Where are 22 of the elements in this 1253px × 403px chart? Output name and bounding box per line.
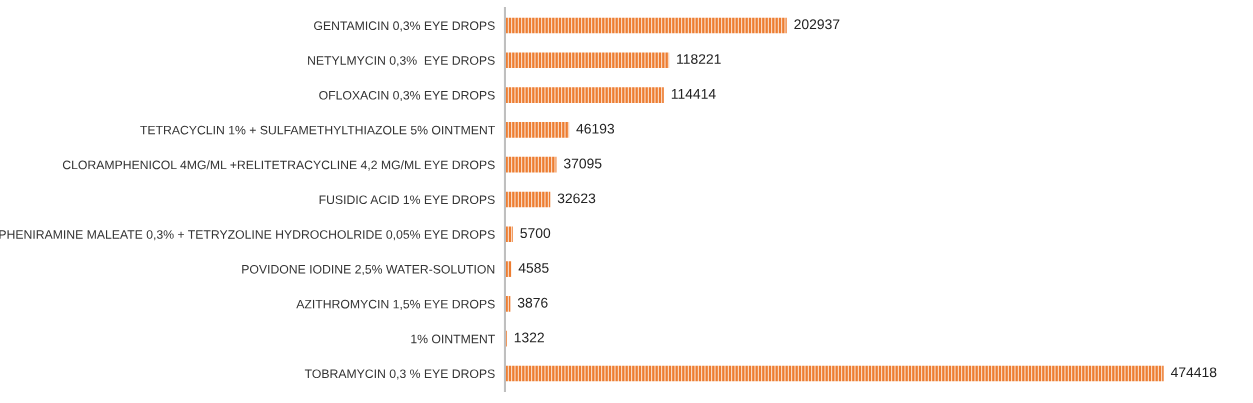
data-label: 114414 <box>671 89 716 99</box>
data-label: 118221 <box>677 54 721 64</box>
y-tick-label: POVIDONE IODINE 2,5% WATER-SOLUTION <box>242 264 495 276</box>
y-tick-label: NETYLMYCIN 0,3% EYE DROPS <box>308 56 495 67</box>
y-tick-label: 1% OINTMENT <box>411 334 495 344</box>
data-label: 32623 <box>557 193 596 204</box>
y-tick-label: AZITHROMYCIN 1,5% EYE DROPS <box>296 299 495 310</box>
y-tick-label: TETRACYCLIN 1% + SULFAMETHYLTHIAZOLE 5% OINTMENT <box>140 125 495 135</box>
y-tick-label: OFLOXACIN 0,3% EYE DROPS <box>319 90 495 102</box>
y-tick-label: GENTAMICIN 0,3% EYE DROPS <box>314 21 495 32</box>
y-tick-label: PHENIRAMINE MALEATE 0,3% + TETRYZOLINE HYDROCHOLRIDE 0,05% EYE DROPS <box>0 230 495 241</box>
data-label: 4585 <box>518 262 549 273</box>
data-label: 3876 <box>517 297 548 308</box>
data-label: 202937 <box>794 19 840 30</box>
data-label: 46193 <box>576 123 615 134</box>
y-tick-label: TOBRAMYCIN 0,3 % EYE DROPS <box>304 369 495 380</box>
data-label: 5700 <box>520 228 551 239</box>
data-label: 1322 <box>514 332 544 343</box>
y-tick-label: FUSIDIC ACID 1% EYE DROPS <box>319 195 495 205</box>
y-tick-label: CLORAMPHENICOL 4MG/ML +RELITETRACYCLINE 4,2 MG/ML EYE DROPS <box>62 160 495 171</box>
data-label: 474418 <box>1170 367 1217 378</box>
data-label: 37095 <box>563 158 602 169</box>
